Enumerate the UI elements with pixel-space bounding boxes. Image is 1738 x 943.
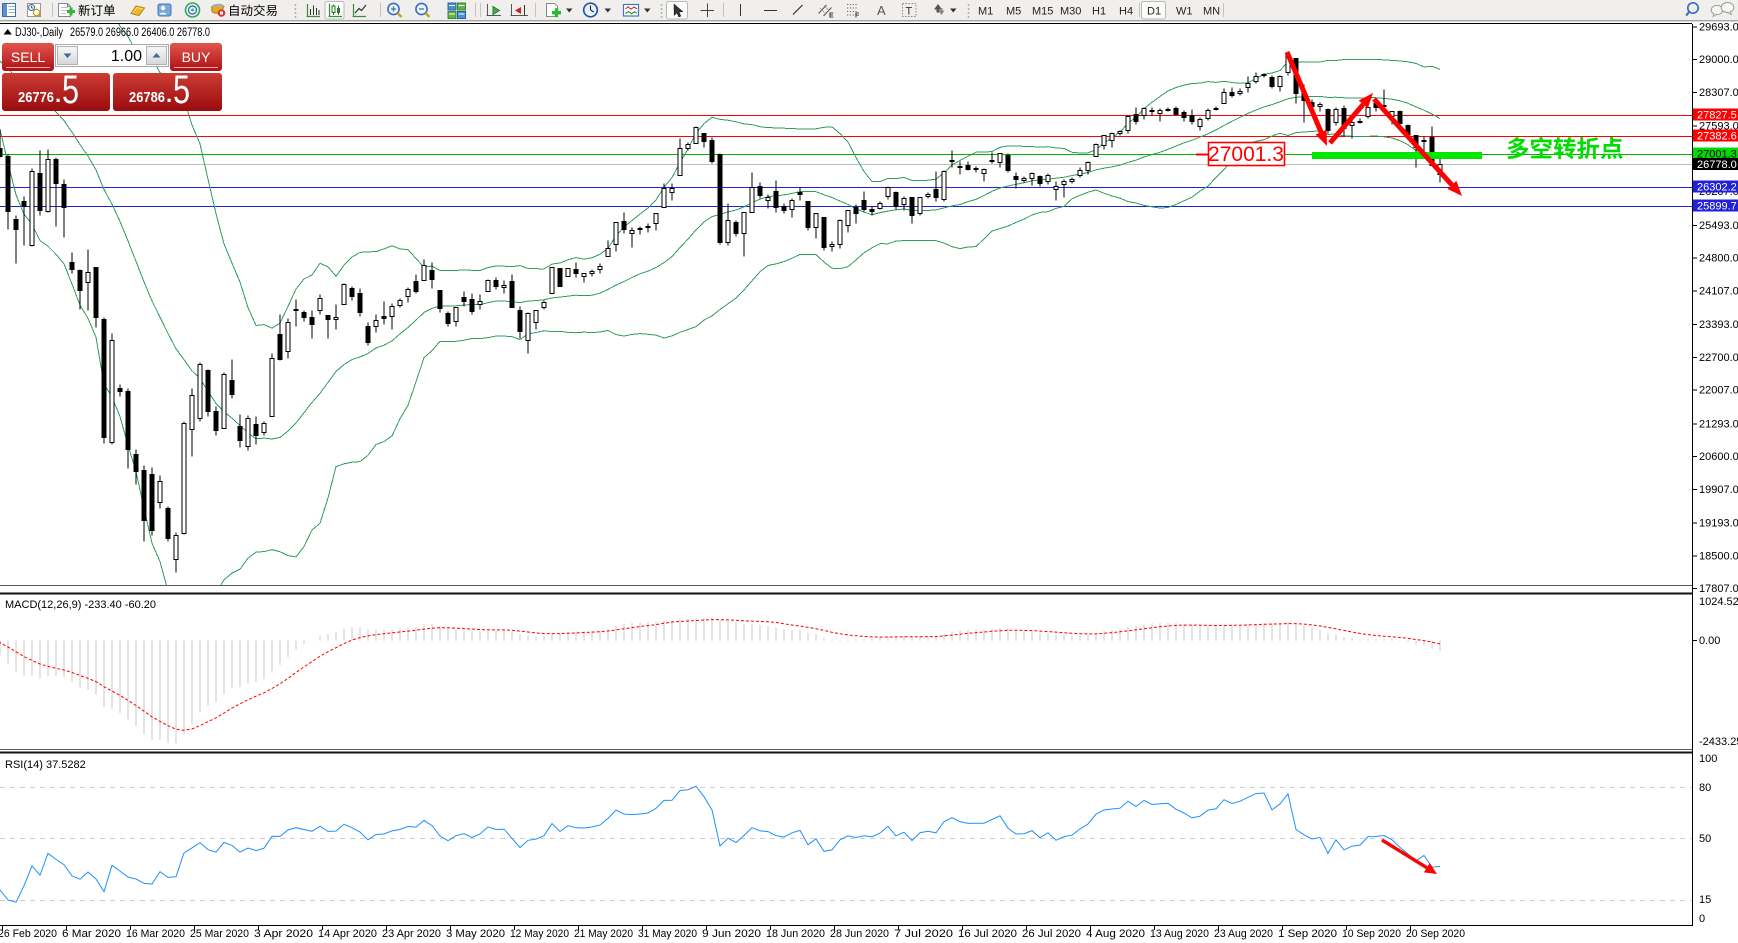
svg-text:13 Aug 2020: 13 Aug 2020 [1150,928,1209,940]
svg-text:17807.0: 17807.0 [1699,583,1738,595]
svg-text:27001.3: 27001.3 [1697,149,1737,161]
svg-text:T: T [906,6,913,18]
svg-text:F: F [855,13,860,20]
svg-text:14 Apr 2020: 14 Apr 2020 [318,928,377,940]
svg-text:26302.2: 26302.2 [1697,182,1737,194]
svg-text:1024.52: 1024.52 [1699,596,1738,608]
svg-text:W1: W1 [1176,6,1193,18]
svg-text:3 Apr 2020: 3 Apr 2020 [254,928,313,940]
svg-text:10 Sep 2020: 10 Sep 2020 [1342,928,1401,940]
svg-text:7 Jul 2020: 7 Jul 2020 [894,928,953,940]
svg-text:20 Sep 2020: 20 Sep 2020 [1406,928,1465,940]
svg-text:9 Jun 2020: 9 Jun 2020 [702,928,761,940]
svg-text:26 Feb 2020: 26 Feb 2020 [0,928,57,940]
svg-text:26786: 26786 [129,89,165,106]
svg-text:SELL: SELL [11,49,45,65]
svg-text:A: A [877,3,886,18]
svg-text:H1: H1 [1092,6,1106,18]
svg-text:18 Jun 2020: 18 Jun 2020 [766,928,825,940]
svg-text:M1: M1 [978,6,993,18]
svg-text:22007.0: 22007.0 [1699,385,1738,397]
svg-text:D1: D1 [1147,6,1161,18]
svg-text:31 May 2020: 31 May 2020 [638,928,697,940]
svg-text:26579.0 26966.0 26406.0 26778.: 26579.0 26966.0 26406.0 26778.0 [70,27,210,39]
svg-text:.: . [166,82,172,107]
svg-text:23 Aug 2020: 23 Aug 2020 [1214,928,1273,940]
svg-text:27001.3: 27001.3 [1208,143,1284,166]
svg-text:MACD(12,26,9) -233.40 -60.20: MACD(12,26,9) -233.40 -60.20 [5,599,156,611]
svg-text:21293.0: 21293.0 [1699,418,1738,430]
svg-text:20600.0: 20600.0 [1699,451,1738,463]
svg-text:23393.0: 23393.0 [1699,319,1738,331]
svg-text:1.00: 1.00 [111,48,142,65]
svg-text:50: 50 [1699,833,1711,845]
svg-text:15: 15 [1699,894,1711,906]
svg-text:28307.0: 28307.0 [1699,87,1738,99]
svg-text:26776: 26776 [18,89,54,106]
svg-text:25 Mar 2020: 25 Mar 2020 [190,928,249,940]
svg-text:23 Apr 2020: 23 Apr 2020 [382,928,441,940]
svg-text:26778.0: 26778.0 [1697,159,1737,171]
svg-text:27827.5: 27827.5 [1697,110,1737,122]
svg-text:25899.7: 25899.7 [1697,201,1737,213]
svg-text:16 Mar 2020: 16 Mar 2020 [126,928,185,940]
svg-text:5: 5 [62,68,79,112]
svg-text:4 Aug 2020: 4 Aug 2020 [1086,928,1145,940]
svg-text:M30: M30 [1060,6,1081,18]
svg-text:24800.0: 24800.0 [1699,253,1738,265]
svg-text:19907.0: 19907.0 [1699,484,1738,496]
svg-text:19193.0: 19193.0 [1699,518,1738,530]
svg-text:16 Jul 2020: 16 Jul 2020 [958,928,1017,940]
svg-text:MN: MN [1203,6,1220,18]
svg-text:12 May 2020: 12 May 2020 [510,928,569,940]
svg-text:28 Jun 2020: 28 Jun 2020 [830,928,889,940]
svg-text:80: 80 [1699,782,1711,794]
svg-text:100: 100 [1699,753,1717,765]
svg-text:-2433.25: -2433.25 [1699,736,1738,748]
svg-text:E: E [829,13,834,20]
svg-text:1 Sep 2020: 1 Sep 2020 [1278,928,1337,940]
svg-text:DJ30-,Daily: DJ30-,Daily [15,27,63,39]
svg-text:H4: H4 [1119,6,1133,18]
svg-text:BUY: BUY [182,49,211,65]
svg-text:21 May 2020: 21 May 2020 [574,928,633,940]
svg-text:5: 5 [173,68,190,112]
svg-text:27382.6: 27382.6 [1697,131,1737,143]
svg-text:18500.0: 18500.0 [1699,550,1738,562]
svg-text:0: 0 [1699,913,1705,925]
svg-text:M5: M5 [1006,6,1021,18]
svg-text:3 May 2020: 3 May 2020 [446,928,505,940]
svg-text:26 Jul 2020: 26 Jul 2020 [1022,928,1081,940]
svg-text:M15: M15 [1032,6,1053,18]
svg-text:22700.0: 22700.0 [1699,352,1738,364]
svg-text:25493.0: 25493.0 [1699,220,1738,232]
svg-text:29693.0: 29693.0 [1699,22,1738,34]
svg-text:0.00: 0.00 [1699,635,1720,647]
svg-text:6 Mar 2020: 6 Mar 2020 [62,928,121,940]
svg-text:29000.0: 29000.0 [1699,54,1738,66]
svg-text:.: . [55,82,61,107]
svg-text:RSI(14) 37.5282: RSI(14) 37.5282 [5,759,86,771]
svg-text:24107.0: 24107.0 [1699,285,1738,297]
